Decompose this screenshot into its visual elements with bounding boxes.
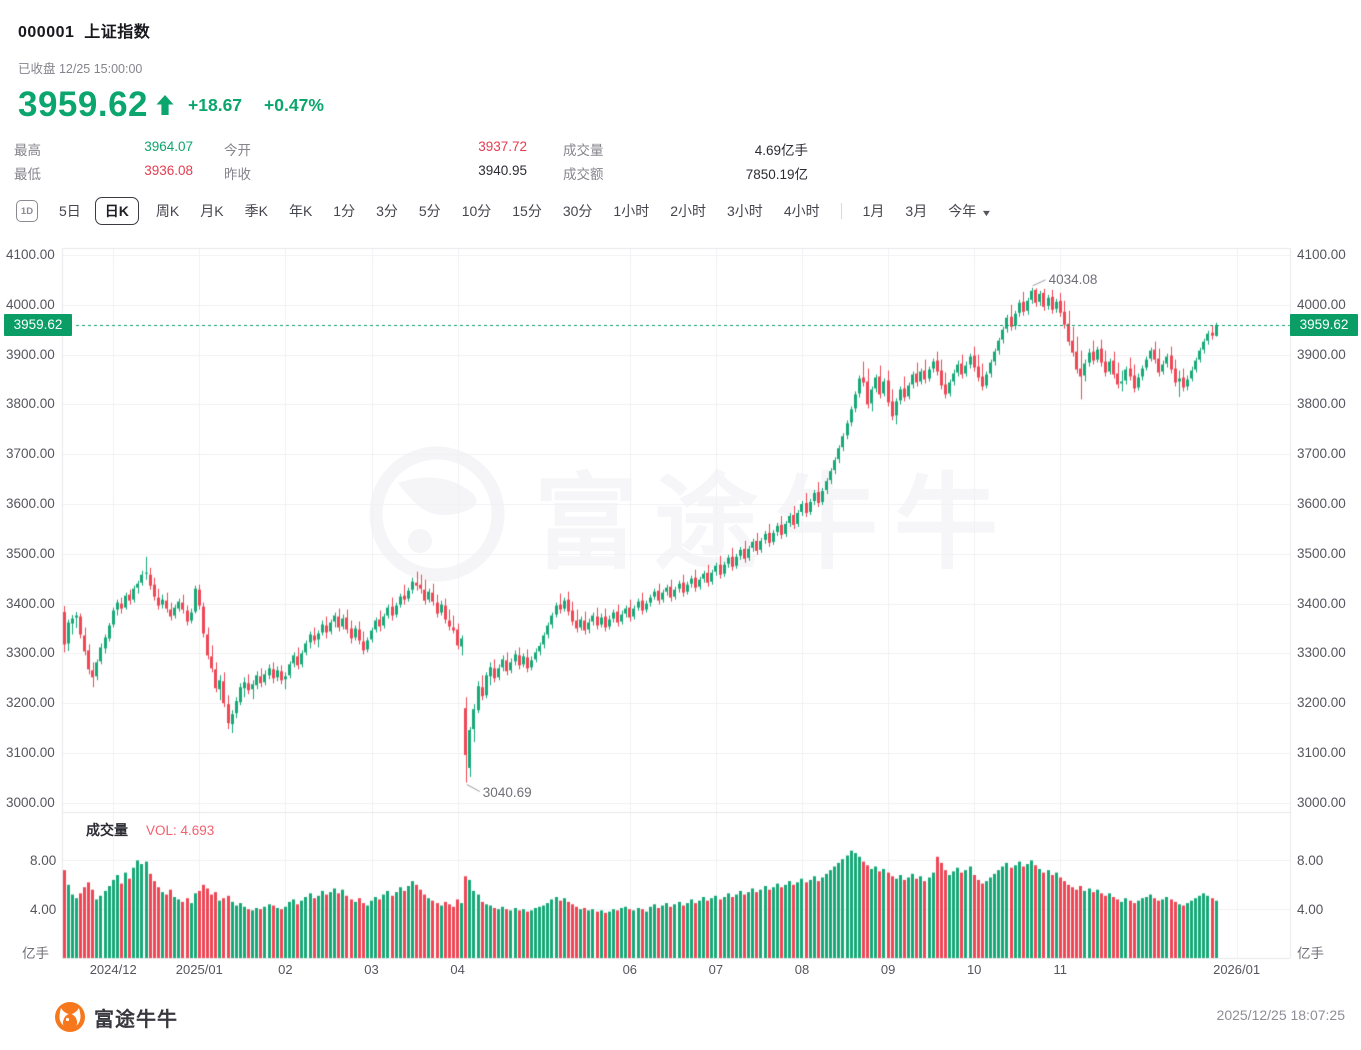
tab-5分[interactable]: 5分 [418,203,441,219]
tab-3月[interactable]: 3月 [905,203,928,219]
x-axis-label: 09 [880,962,896,977]
tab-4小时[interactable]: 4小时 [783,203,820,219]
volume-header: 成交量 VOL: 4.693 [86,820,214,840]
volume-value: VOL: 4.693 [146,823,215,838]
y-axis-label-right: 3000.00 [1297,794,1346,810]
last-price-badge-right: 3959.62 [1290,313,1358,336]
tab-今年[interactable]: 今年 ▼ [948,203,993,219]
price-change: +18.67 [188,94,243,115]
x-axis-label: 10 [966,962,982,977]
y-axis-label-right: 3600.00 [1297,496,1346,511]
y-axis-label-right: 3300.00 [1297,645,1346,661]
tab-月K[interactable]: 月K [200,203,224,219]
chart-style-1d-button[interactable]: 1D [16,200,38,222]
y-axis-label-right: 3800.00 [1297,396,1346,412]
tab-1小时[interactable]: 1小时 [613,203,650,219]
stat-value: 7850.19亿 [745,167,808,182]
stat-label: 最低 [14,167,41,182]
tab-周K[interactable]: 周K [155,203,180,219]
stat-label: 成交量 [563,143,604,158]
x-axis-label: 08 [794,962,810,977]
stock-code: 000001 [18,24,75,41]
volume-axis-label-left: 8.00 [30,852,57,868]
tab-日K[interactable]: 日K [94,197,139,225]
footer-brand-text: 富途牛牛 [94,1008,178,1031]
x-axis-label: 07 [708,962,724,977]
y-axis-label-right: 4100.00 [1297,247,1346,262]
y-axis-label-left: 3300.00 [6,645,55,661]
stat-label: 昨收 [224,167,251,182]
y-axis-label-left: 3900.00 [6,346,55,362]
y-axis-label-right: 3200.00 [1297,695,1346,711]
y-axis-label-left: 3600.00 [6,496,55,511]
y-axis-label-left: 4100.00 [6,247,55,262]
y-axis-label-left: 3400.00 [6,595,55,611]
tab-2小时[interactable]: 2小时 [670,203,707,219]
period-toolbar: 1D 5日 日K 周K 月K 季K 年K 1分 3分 5分 10分 15分 30分 1小时 2小时 3小时 4… [16,196,993,226]
stat-value: 3936.08 [144,163,193,178]
last-price-badge-left: 3959.62 [4,313,72,336]
x-axis-label: 03 [364,962,379,977]
period-high-annotation: 4034.08 [1048,271,1098,287]
volume-title: 成交量 [86,822,128,838]
tab-1月[interactable]: 1月 [862,203,885,219]
stat-label: 最高 [14,143,41,158]
y-axis-label-left: 3000.00 [6,794,55,810]
x-axis-label: 2024/12 [89,962,137,977]
tab-季K[interactable]: 季K [244,203,268,219]
y-axis-label-right: 3400.00 [1297,595,1346,611]
toolbar-divider [840,203,842,219]
chart-area: 富途牛牛 3000.003000.003100.003100.003200.00… [0,240,1361,985]
y-axis-label-right: 3100.00 [1297,745,1346,760]
y-axis-label-right: 3700.00 [1297,446,1346,462]
chevron-down-icon: ▼ [980,208,993,218]
volume-axis-label-right: 4.00 [1297,901,1324,917]
x-axis-label: 2026/01 [1213,962,1261,977]
page-title: 000001 上证指数 [18,18,150,42]
y-axis-label-left: 3500.00 [6,545,55,561]
x-axis-label: 11 [1053,962,1068,977]
stat-label: 今开 [224,143,251,158]
stat-label: 成交额 [563,167,604,182]
last-price: 3959.62 [18,85,149,124]
y-axis-label-right: 3900.00 [1297,346,1346,362]
stat-value: 3940.95 [478,163,527,178]
arrow-up-icon [156,94,174,120]
volume-unit-left: 亿手 [22,946,49,961]
y-axis-label-left: 3800.00 [6,396,55,412]
market-status: 已收盘 12/25 15:00:00 [18,62,143,76]
tab-5日[interactable]: 5日 [59,203,81,219]
y-axis-label-left: 3200.00 [6,695,55,711]
tab-15分[interactable]: 15分 [512,203,542,219]
volume-axis-label-right: 8.00 [1297,852,1324,868]
y-axis-label-left: 3100.00 [6,745,55,760]
x-axis-label: 02 [278,962,293,977]
futu-logo-icon [55,1002,85,1032]
tab-30分[interactable]: 30分 [562,203,593,219]
stat-value: 3964.07 [144,139,193,154]
y-axis-label-left: 4000.00 [6,296,55,312]
period-low-annotation: 3040.69 [482,784,532,800]
volume-axis-label-left: 4.00 [30,901,57,917]
volume-unit-right: 亿手 [1297,946,1324,961]
tab-1分[interactable]: 1分 [333,203,356,219]
price-row: 3959.62 +18.67 +0.47% [18,84,324,126]
x-axis-label: 06 [622,962,638,977]
x-axis-label: 2025/01 [175,962,223,977]
stock-name: 上证指数 [84,24,151,41]
tab-年K[interactable]: 年K [288,203,313,219]
stat-value: 3937.72 [478,139,527,154]
tab-10分[interactable]: 10分 [461,203,492,219]
stat-value: 4.69亿手 [754,143,808,158]
candlestick-canvas[interactable] [0,240,1361,985]
tab-3小时[interactable]: 3小时 [727,203,763,219]
y-axis-label-right: 4000.00 [1297,296,1346,312]
price-change-pct: +0.47% [264,94,324,115]
footer-timestamp: 2025/12/25 18:07:25 [1216,1007,1345,1023]
tab-3分[interactable]: 3分 [376,203,398,219]
footer-brand: 富途牛牛 [54,1001,178,1033]
x-axis-label: 04 [450,962,465,977]
y-axis-label-right: 3500.00 [1297,545,1346,561]
y-axis-label-left: 3700.00 [6,446,55,462]
